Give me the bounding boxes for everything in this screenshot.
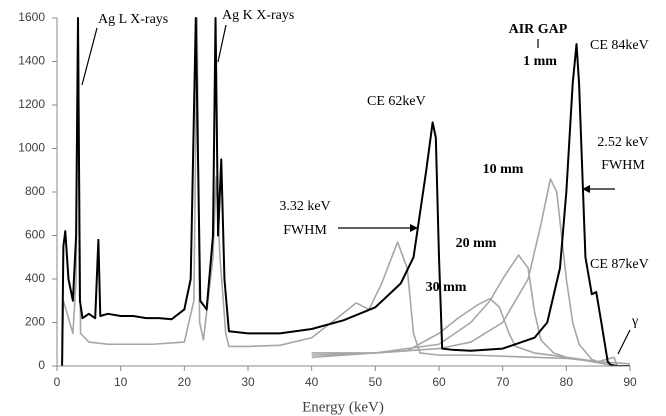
annotation: 20 mm xyxy=(456,236,497,251)
y-tick-label: 1600 xyxy=(18,10,45,24)
arrow xyxy=(617,329,631,355)
y-tick-label: 200 xyxy=(25,315,45,329)
x-tick-label: 30 xyxy=(241,375,255,389)
annotation: 2.52 keV xyxy=(597,135,648,150)
annotation: CE 84keV xyxy=(590,38,649,53)
x-tick-label: 10 xyxy=(114,375,128,389)
y-tick-label: 1400 xyxy=(18,54,45,68)
spectrum-line xyxy=(311,254,630,366)
spectrum-line xyxy=(61,17,630,366)
x-tick-label: 20 xyxy=(178,375,192,389)
y-tick-label: 1000 xyxy=(18,141,45,155)
x-tick-label: 50 xyxy=(369,375,383,389)
annotation: FWHM xyxy=(601,158,645,173)
arrowhead xyxy=(410,224,418,232)
x-tick-label: 80 xyxy=(560,375,574,389)
x-tick-label: 0 xyxy=(54,375,61,389)
x-tick-label: 90 xyxy=(623,375,637,389)
annotation: 30 mm xyxy=(426,280,467,295)
annotation: 1 mm xyxy=(523,54,557,69)
arrow xyxy=(81,27,98,86)
annotation: CE 87keV xyxy=(590,257,649,272)
spectrum-line xyxy=(311,178,630,366)
annotation: FWHM xyxy=(283,223,327,238)
arrow xyxy=(217,24,227,63)
annotation: CE 62keV xyxy=(367,94,426,109)
y-tick-label: 0 xyxy=(38,358,45,372)
plot-area xyxy=(61,17,631,366)
spectrum-line xyxy=(61,17,631,366)
annotation: AIR GAP xyxy=(509,22,568,37)
x-axis-title: Energy (keV) xyxy=(302,399,384,415)
x-tick-label: 60 xyxy=(432,375,446,389)
x-tick-label: 70 xyxy=(496,375,510,389)
spectrum-line xyxy=(311,297,630,366)
annotation: 3.32 keV xyxy=(279,199,330,214)
y-tick-label: 600 xyxy=(25,228,45,242)
y-tick-label: 1200 xyxy=(18,97,45,111)
y-tick-label: 800 xyxy=(25,184,45,198)
annotation: Ag L X-rays xyxy=(98,12,168,27)
y-tick-label: 400 xyxy=(25,271,45,285)
x-tick-label: 40 xyxy=(305,375,319,389)
arrowhead xyxy=(582,185,590,193)
annotation: Ag K X-rays xyxy=(222,8,294,23)
annotation: 10 mm xyxy=(483,162,524,177)
annotation: γ xyxy=(631,314,638,329)
